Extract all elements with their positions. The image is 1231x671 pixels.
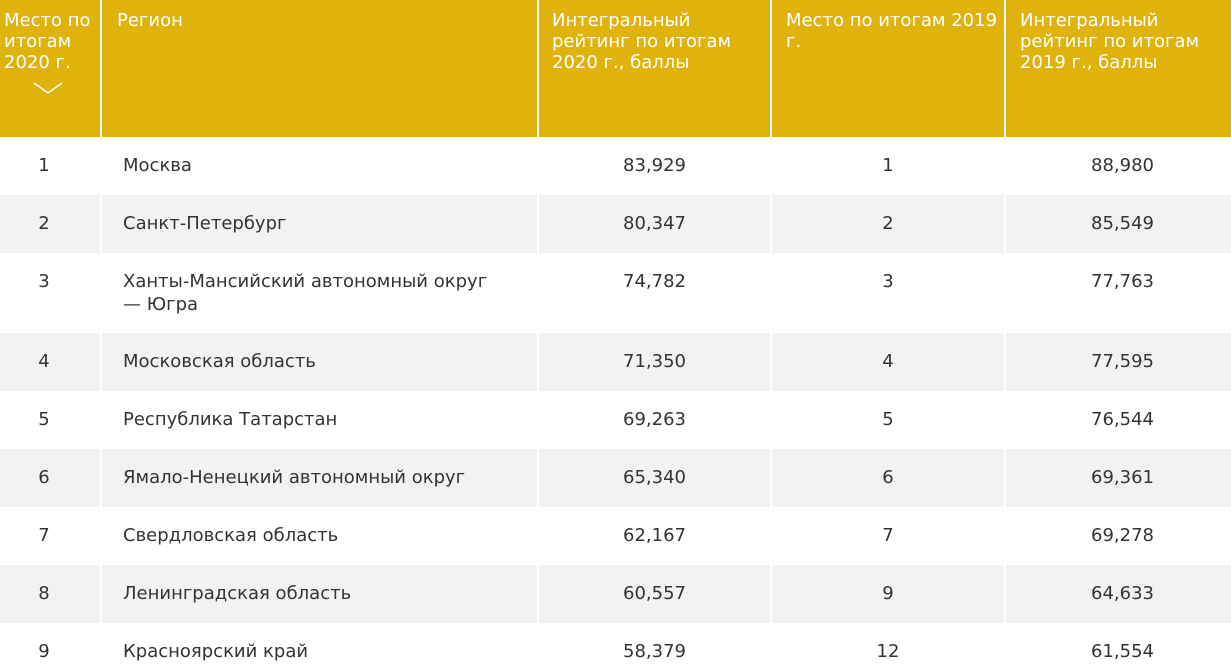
cell-place-2019: 12	[772, 623, 1006, 671]
cell-place-2019: 7	[772, 507, 1006, 565]
table-header: Место по итогам 2020 г. Регион Интеграль…	[0, 0, 1231, 137]
cell-rating-2020: 71,350	[539, 333, 772, 391]
cell-region: Ленинградская область	[102, 565, 539, 623]
column-header-rating-2019[interactable]: Интегральный рейтинг по итогам 2019 г., …	[1006, 0, 1231, 137]
cell-place-2020: 5	[0, 391, 102, 449]
table-row: 8 Ленинградская область 60,557 9 64,633	[0, 565, 1231, 623]
cell-rating-2019: 76,544	[1006, 391, 1231, 449]
cell-rating-2020: 60,557	[539, 565, 772, 623]
cell-rating-2019: 88,980	[1006, 137, 1231, 195]
cell-place-2020: 7	[0, 507, 102, 565]
cell-region: Ямало-Ненецкий автономный округ	[102, 449, 539, 507]
column-header-place-2019[interactable]: Место по итогам 2019 г.	[772, 0, 1006, 137]
cell-place-2020: 8	[0, 565, 102, 623]
cell-place-2019: 2	[772, 195, 1006, 253]
cell-rating-2019: 85,549	[1006, 195, 1231, 253]
cell-rating-2020: 69,263	[539, 391, 772, 449]
cell-rating-2019: 69,361	[1006, 449, 1231, 507]
column-header-region[interactable]: Регион	[102, 0, 539, 137]
cell-place-2019: 3	[772, 253, 1006, 333]
cell-place-2019: 5	[772, 391, 1006, 449]
table-row: 5 Республика Татарстан 69,263 5 76,544	[0, 391, 1231, 449]
cell-region: Санкт-Петербург	[102, 195, 539, 253]
table-row: 4 Московская область 71,350 4 77,595	[0, 333, 1231, 391]
cell-place-2020: 2	[0, 195, 102, 253]
column-header-label: Место по итогам 2019 г.	[786, 10, 998, 52]
cell-rating-2020: 80,347	[539, 195, 772, 253]
cell-place-2020: 4	[0, 333, 102, 391]
cell-region: Республика Татарстан	[102, 391, 539, 449]
cell-rating-2020: 74,782	[539, 253, 772, 333]
table-row: 6 Ямало-Ненецкий автономный округ 65,340…	[0, 449, 1231, 507]
cell-place-2020: 3	[0, 253, 102, 333]
column-header-place-2020[interactable]: Место по итогам 2020 г.	[0, 0, 102, 137]
cell-region: Москва	[102, 137, 539, 195]
cell-place-2020: 1	[0, 137, 102, 195]
cell-place-2019: 1	[772, 137, 1006, 195]
cell-rating-2019: 64,633	[1006, 565, 1231, 623]
cell-rating-2019: 77,595	[1006, 333, 1231, 391]
table-row: 2 Санкт-Петербург 80,347 2 85,549	[0, 195, 1231, 253]
cell-place-2019: 9	[772, 565, 1006, 623]
table-row: 3 Ханты-Мансийский автономный округ — Юг…	[0, 253, 1231, 333]
table-row: 9 Красноярский край 58,379 12 61,554	[0, 623, 1231, 671]
column-header-label: Место по итогам 2020 г.	[4, 10, 91, 73]
cell-place-2019: 4	[772, 333, 1006, 391]
cell-rating-2019: 69,278	[1006, 507, 1231, 565]
cell-rating-2020: 65,340	[539, 449, 772, 507]
cell-place-2020: 9	[0, 623, 102, 671]
cell-place-2020: 6	[0, 449, 102, 507]
cell-rating-2020: 62,167	[539, 507, 772, 565]
cell-region: Ханты-Мансийский автономный округ — Югра	[102, 253, 539, 333]
cell-region: Московская область	[102, 333, 539, 391]
cell-rating-2019: 61,554	[1006, 623, 1231, 671]
cell-region: Свердловская область	[102, 507, 539, 565]
column-header-rating-2020[interactable]: Интегральный рейтинг по итогам 2020 г., …	[539, 0, 772, 137]
cell-rating-2020: 83,929	[539, 137, 772, 195]
cell-rating-2020: 58,379	[539, 623, 772, 671]
column-header-label: Регион	[117, 10, 183, 31]
table-row: 1 Москва 83,929 1 88,980	[0, 137, 1231, 195]
cell-rating-2019: 77,763	[1006, 253, 1231, 333]
cell-place-2019: 6	[772, 449, 1006, 507]
column-header-label: Интегральный рейтинг по итогам 2020 г., …	[552, 10, 732, 73]
chevron-down-icon[interactable]	[32, 81, 64, 95]
cell-region: Красноярский край	[102, 623, 539, 671]
column-header-label: Интегральный рейтинг по итогам 2019 г., …	[1020, 10, 1200, 73]
table-row: 7 Свердловская область 62,167 7 69,278	[0, 507, 1231, 565]
